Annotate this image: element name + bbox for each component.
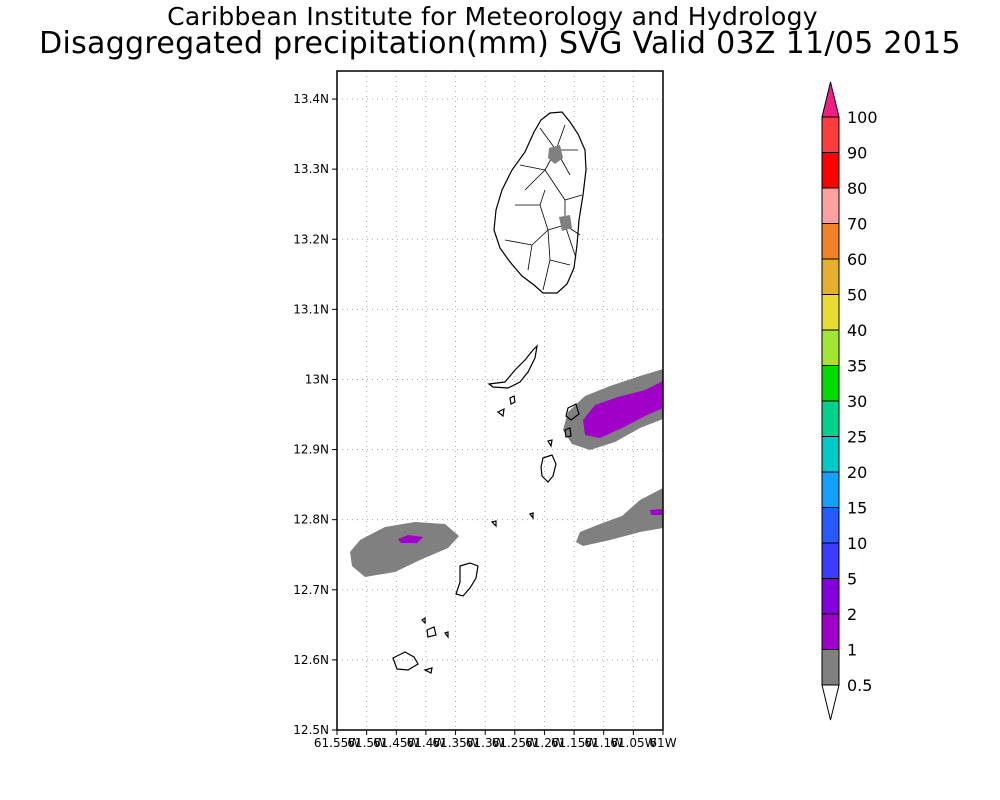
lon-tick-label: 61.55W	[314, 736, 360, 750]
lon-tick-label: 61.25W	[492, 736, 538, 750]
island-canouan-islet	[547, 439, 553, 448]
legend-bottom-arrow	[821, 684, 840, 721]
legend-color-swatch	[821, 223, 840, 260]
legend-label: 15	[847, 499, 867, 518]
legend-label: 100	[847, 108, 878, 127]
island-mustique-islet	[564, 427, 572, 438]
legend-color-swatch	[821, 365, 840, 402]
legend-label: 10	[847, 534, 867, 553]
lat-tick-label: 13N	[305, 372, 329, 386]
legend-color-swatch	[821, 258, 840, 295]
island-highland-north	[548, 145, 563, 164]
precip-area-southwest-gray	[350, 522, 459, 577]
legend-color-swatch	[821, 400, 840, 437]
coastlines	[392, 111, 587, 674]
legend-label: 40	[847, 321, 867, 340]
lat-tick-label: 13.3N	[293, 162, 329, 176]
lon-tick-label: 61.1W	[584, 736, 623, 750]
lat-tick-label: 12.7N	[293, 583, 329, 597]
islet-carriacou-north	[421, 616, 426, 625]
legend-color-swatch	[821, 578, 840, 615]
legend-label: 35	[847, 357, 867, 376]
latitude-axis: 12.5N 12.6N 12.7N 12.8N 12.9N 13N 13.1N 13.2N 13…	[293, 92, 337, 737]
legend-color-swatch	[821, 436, 840, 473]
legend-label: 5	[847, 570, 857, 589]
island-union	[455, 562, 479, 597]
legend-label: 2	[847, 605, 857, 624]
legend-label: 90	[847, 144, 867, 163]
lon-tick-label: 61.45W	[373, 736, 419, 750]
precip-layer	[350, 369, 663, 577]
lat-tick-label: 12.5N	[293, 723, 329, 737]
precip-area-east-purple	[583, 381, 663, 438]
legend-color-swatch	[821, 507, 840, 544]
lon-tick-label: 61.2W	[525, 736, 564, 750]
legend-color-swatch	[821, 294, 840, 331]
map-frame	[336, 70, 664, 731]
legend-label: 50	[847, 286, 867, 305]
island-st-vincent	[493, 111, 587, 294]
legend-label: 70	[847, 215, 867, 234]
islet-central	[490, 520, 497, 528]
island-bequia	[487, 344, 538, 389]
island-watersheds	[504, 124, 583, 291]
legend-color-swatch	[821, 542, 840, 579]
lon-tick-label: 61.15W	[551, 736, 597, 750]
lat-tick-label: 12.6N	[293, 653, 329, 667]
island-carriacou	[392, 651, 419, 671]
lon-tick-label: 61.3W	[466, 736, 505, 750]
map-title: Caribbean Institute for Meteorology and …	[167, 2, 818, 31]
lon-tick-label: 61.35W	[432, 736, 478, 750]
map-subtitle: Disaggregated precipitation(mm) SVG Vali…	[39, 26, 961, 61]
precip-area-southeast-purple	[650, 509, 662, 515]
precip-area-southwest-purple	[398, 535, 423, 543]
island-mustique	[565, 403, 580, 421]
legend-label: 60	[847, 250, 867, 269]
lon-tick-label: 61.05W	[610, 736, 656, 750]
legend-label: 80	[847, 179, 867, 198]
island-bequia-islet-1	[509, 395, 516, 405]
legend-label: 25	[847, 428, 867, 447]
legend-label: 1	[847, 641, 857, 660]
legend-color-swatch	[821, 613, 840, 650]
lon-tick-label: 61W	[649, 736, 676, 750]
island-highland-south	[559, 215, 572, 231]
lon-tick-label: 61.5W	[347, 736, 386, 750]
lat-tick-label: 12.8N	[293, 513, 329, 527]
legend-color-swatch	[821, 152, 840, 189]
islet-east-small	[444, 631, 449, 639]
legend-color-swatch	[821, 649, 840, 686]
legend-color-swatch	[821, 187, 840, 224]
legend-color-swatch	[821, 471, 840, 508]
lat-tick-label: 13.4N	[293, 92, 329, 106]
islet-carriacou-east	[426, 626, 437, 638]
island-canouan	[540, 454, 557, 483]
lat-tick-label: 13.1N	[293, 302, 329, 316]
legend-label: 0.5	[847, 676, 872, 695]
legend-color-swatch	[821, 329, 840, 366]
legend-label: 20	[847, 463, 867, 482]
island-bequia-islet-2	[496, 407, 505, 418]
islet-carriacou-south	[423, 667, 433, 674]
islet-central-2	[529, 512, 534, 520]
longitude-axis: 61.55W61.5W61.45W61.4W61.35W61.3W61.25W6…	[314, 730, 677, 750]
lon-tick-label: 61.4W	[407, 736, 446, 750]
legend-top-arrow	[821, 81, 840, 118]
lat-tick-label: 12.9N	[293, 443, 329, 457]
legend-label: 30	[847, 392, 867, 411]
precip-area-southeast-gray	[576, 488, 663, 546]
lat-tick-label: 13.2N	[293, 232, 329, 246]
legend-color-swatch	[821, 116, 840, 153]
